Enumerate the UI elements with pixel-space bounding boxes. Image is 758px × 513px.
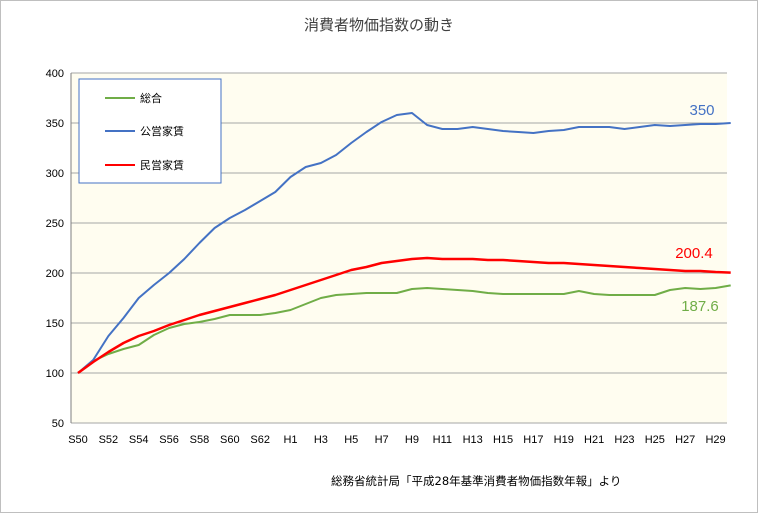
source-note: 総務省統計局「平成28年基準消費者物価指数年報」より (331, 474, 621, 488)
y-tick-label: 200 (46, 268, 64, 280)
x-tick-label: H15 (493, 434, 513, 446)
y-tick-label: 400 (46, 68, 64, 80)
x-tick-label: H13 (463, 434, 483, 446)
legend-label-2: 公営家賃 (140, 124, 184, 138)
x-tick-label: S60 (220, 434, 240, 446)
gridlines (70, 72, 727, 424)
end-value-label-3: 200.4 (675, 245, 713, 262)
legend-label-3: 民営家賃 (140, 158, 184, 172)
x-tick-label: S54 (129, 434, 149, 446)
legend-label-1: 総合 (140, 91, 162, 105)
series-line-1 (77, 284, 731, 374)
series-line-3 (77, 256, 731, 375)
x-tick-label: H21 (584, 434, 604, 446)
end-value-label-1: 187.6 (681, 298, 719, 315)
end-value-label-2: 350 (689, 102, 714, 119)
x-tick-label: S52 (99, 434, 119, 446)
y-axis: 50 100 150 200 250 300 350 400 (46, 68, 64, 430)
x-axis: S50 S52 S54 S56 S58 S60 S62 H1 H3 H5 H7 H9 H11 H13 H15… (68, 434, 725, 446)
y-tick-label: 150 (46, 318, 64, 330)
series-line-2 (77, 112, 731, 374)
x-tick-label: H9 (405, 434, 419, 446)
legend-box (78, 78, 222, 184)
x-tick-label: S56 (159, 434, 179, 446)
x-tick-label: H19 (554, 434, 574, 446)
x-tick-label: H11 (433, 434, 452, 446)
x-tick-label: H5 (344, 434, 358, 446)
y-tick-label: 350 (46, 118, 64, 130)
x-tick-label: H29 (705, 434, 725, 446)
y-tick-label: 250 (46, 218, 64, 230)
x-tick-label: H3 (314, 434, 328, 446)
y-tick-label: 300 (46, 168, 64, 180)
x-tick-label: H23 (614, 434, 634, 446)
x-tick-label: S58 (190, 434, 210, 446)
y-tick-label: 50 (52, 418, 64, 430)
x-tick-label: H27 (675, 434, 695, 446)
x-tick-label: H17 (523, 434, 543, 446)
end-labels: 187.6 350 200.4 (675, 102, 719, 315)
x-tick-label: S62 (250, 434, 270, 446)
series-lines (77, 112, 731, 375)
x-tick-label: S50 (68, 434, 88, 446)
x-tick-label: H7 (375, 434, 389, 446)
y-tick-label: 100 (46, 368, 64, 380)
x-tick-label: H25 (645, 434, 665, 446)
chart-title: 消費者物価指数の動き (304, 16, 454, 34)
x-tick-label: H1 (283, 434, 297, 446)
